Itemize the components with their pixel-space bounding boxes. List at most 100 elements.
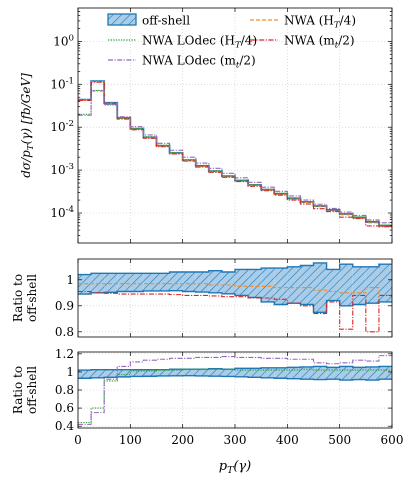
offshell-band-bin bbox=[352, 266, 366, 305]
offshell-band-bin bbox=[78, 370, 92, 379]
offshell-band-bin bbox=[287, 266, 301, 304]
offshell-band-bin bbox=[91, 369, 105, 378]
offshell-band-bin bbox=[287, 367, 301, 379]
offshell-band-bin bbox=[156, 369, 170, 376]
offshell-band-bin bbox=[339, 264, 353, 306]
y-tick-label: 1 bbox=[66, 273, 74, 287]
x-tick-label: 600 bbox=[381, 433, 404, 447]
offshell-band-lower bbox=[78, 375, 392, 381]
offshell-band-bin bbox=[91, 273, 105, 293]
offshell-band-bin bbox=[365, 266, 379, 304]
legend-label-nwalo_ht4: NWA LOdec (HT​/4) bbox=[142, 34, 257, 51]
grid-main bbox=[77, 8, 393, 243]
offshell-band-bin bbox=[274, 367, 288, 379]
offshell-band-bin bbox=[143, 369, 157, 377]
offshell-band-bin bbox=[117, 273, 131, 292]
offshell-band-bin bbox=[182, 272, 196, 292]
offshell-band-bin bbox=[365, 366, 379, 381]
offshell-band-bin bbox=[248, 368, 262, 378]
series-nwalo_mt2-main bbox=[78, 90, 392, 224]
y-tick-label: 100​ bbox=[53, 33, 74, 48]
offshell-band-bin bbox=[300, 366, 314, 380]
y-tick-label: 1.2 bbox=[55, 347, 74, 361]
legend-label-offshell: off-shell bbox=[142, 14, 190, 28]
offshell-band-bin bbox=[300, 265, 314, 305]
legend: off-shell NWA (HT​/4) NWA LOdec (HT​/4) NWA… bbox=[107, 13, 356, 71]
offshell-band-bin bbox=[313, 366, 327, 380]
series-nwa_ht4-main bbox=[78, 80, 392, 228]
offshell-band-bin bbox=[169, 272, 183, 291]
y-tick-label: 0.8 bbox=[55, 325, 74, 339]
y-tick-label: 10-4​ bbox=[50, 205, 74, 220]
y-tick-label: 10-2​ bbox=[50, 119, 74, 134]
x-tick-label: 0 bbox=[74, 433, 82, 447]
y-axis-label: dσ/pT​(γ) [fb/GeV] bbox=[19, 73, 36, 178]
offshell-band-bin bbox=[235, 269, 249, 296]
offshell-band-bin bbox=[261, 367, 275, 378]
panel-main: 10-4​ 10-3​ 10-2​ 10-1​ 100​ dσ/pT​(γ) [fb/Ge… bbox=[19, 7, 393, 244]
chart-panels: 10-4​ 10-3​ 10-2​ 10-1​ 100​ dσ/pT​(γ) [fb/Ge… bbox=[11, 7, 403, 447]
plot-area-ratio1 bbox=[78, 262, 392, 333]
y-tick-label: 0.6 bbox=[55, 401, 74, 415]
y-tick-label: 0.8 bbox=[55, 383, 74, 397]
series-nwa_mt2-ratio1 bbox=[78, 290, 392, 333]
offshell-band-bin bbox=[156, 273, 170, 291]
offshell-band-bin bbox=[378, 264, 392, 302]
y-tick-label: 10-1​ bbox=[50, 76, 74, 91]
offshell-band-bin bbox=[208, 368, 222, 377]
offshell-band-bin bbox=[326, 367, 340, 380]
x-axis-label: pT(γ) bbox=[219, 459, 251, 476]
legend-label-nwalo_mt2: NWA LOdec (mt​/2) bbox=[142, 54, 256, 71]
offshell-band-bin bbox=[235, 368, 249, 377]
offshell-band-bin bbox=[274, 268, 288, 305]
offshell-band-bin bbox=[208, 270, 222, 293]
offshell-band-bin bbox=[117, 369, 131, 377]
legend-entry-nwa_ht4: NWA (HT​/4) bbox=[250, 14, 356, 31]
legend-entry-nwa_mt2: NWA (mt​/2) bbox=[250, 34, 355, 51]
legend-label-nwa_ht4: NWA (HT​/4) bbox=[284, 14, 356, 31]
series-nwalo_mt2-ratio2 bbox=[78, 355, 392, 425]
offshell-band-bin bbox=[143, 273, 157, 291]
legend-entry-offshell: off-shell bbox=[107, 13, 190, 28]
offshell-band-bin bbox=[182, 369, 196, 376]
series-nwa_ht4-ratio1 bbox=[78, 283, 392, 296]
offshell-band-bin bbox=[195, 272, 209, 293]
offshell-band-bin bbox=[248, 269, 262, 298]
offshell-band-bin bbox=[221, 369, 235, 377]
y-axis-label: Ratio tooff-shell bbox=[11, 274, 39, 322]
y-tick-label: 0.4 bbox=[55, 419, 74, 433]
offshell-band-bin bbox=[195, 369, 209, 376]
plot-area-main bbox=[78, 80, 392, 228]
x-tick-label: 300 bbox=[224, 433, 247, 447]
offshell-band-upper bbox=[78, 365, 392, 371]
y-tick-label: 10-3​ bbox=[50, 162, 74, 177]
legend-entry-nwalo_ht4: NWA LOdec (HT​/4) bbox=[108, 34, 257, 51]
legend-entry-nwalo_mt2: NWA LOdec (mt​/2) bbox=[108, 54, 256, 71]
legend-swatch-offshell bbox=[107, 13, 137, 26]
offshell-band-bin bbox=[261, 268, 275, 302]
offshell-band-bin bbox=[130, 273, 144, 292]
legend-label-nwa_mt2: NWA (mt​/2) bbox=[284, 34, 355, 51]
y-tick-label: 0.9 bbox=[55, 299, 74, 313]
x-tick-label: 400 bbox=[276, 433, 299, 447]
panel-ratio1: 0.8 0.9 1 Ratio tooff-shell bbox=[11, 258, 393, 339]
series-nwa_mt2-main bbox=[78, 81, 392, 228]
panel-ratio2: 0.4 0.6 0.8 1 1.2 Ratio tooff-shell 0 100 200 300… bbox=[11, 347, 403, 447]
x-tick-label: 100 bbox=[119, 433, 142, 447]
offshell-band-bin bbox=[326, 269, 340, 301]
offshell-band-bin bbox=[339, 366, 353, 381]
plot-area-ratio2 bbox=[78, 355, 392, 425]
y-tick-label: 1 bbox=[66, 365, 74, 379]
offshell-band-bin bbox=[378, 366, 392, 380]
offshell-band-bin bbox=[104, 273, 118, 293]
offshell-band-bin bbox=[104, 369, 118, 378]
x-tick-label: 500 bbox=[328, 433, 351, 447]
offshell-band-bin bbox=[352, 367, 366, 380]
offshell-band-bin bbox=[313, 262, 327, 313]
offshell-band-bin bbox=[221, 272, 235, 294]
offshell-band-bin bbox=[130, 369, 144, 377]
offshell-band-bin bbox=[169, 369, 183, 376]
x-tick-label: 200 bbox=[171, 433, 194, 447]
offshell-band-upper bbox=[78, 262, 392, 276]
